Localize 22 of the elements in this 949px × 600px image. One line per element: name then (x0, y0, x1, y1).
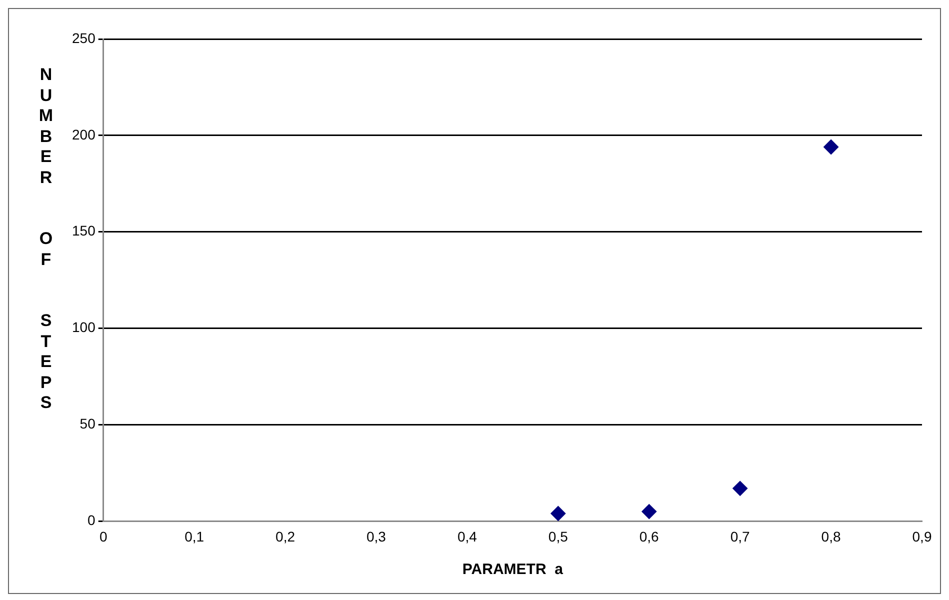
y-tick-label: 200 (72, 126, 96, 142)
point (824, 140, 839, 155)
x-tick-label: 0,5 (548, 528, 568, 544)
x-tick-label: 0,9 (912, 528, 932, 544)
x-tick-label: 0,4 (457, 528, 478, 544)
x-tick-label: 0,1 (184, 528, 204, 544)
x-tick-label: 0,6 (639, 528, 660, 544)
y-tick-label: 150 (72, 222, 96, 239)
point (550, 506, 566, 521)
x-tick-label: 0 (99, 528, 108, 544)
x-tick-label: 0,3 (366, 528, 386, 544)
point (732, 480, 748, 496)
x-axis-title: PARAMETR a (462, 561, 564, 578)
point (642, 504, 657, 520)
x-tick-label: 0,7 (730, 528, 750, 544)
x-tick-label: 0,2 (276, 528, 296, 544)
y-tick-label: 0 (88, 512, 96, 528)
y-tick-label: 250 (72, 30, 96, 46)
x-tick-label: 0,8 (821, 528, 841, 544)
y-tick-label: 50 (80, 416, 96, 432)
y-tick-label: 100 (72, 319, 96, 336)
text: NUMBER OF STEPS (38, 65, 54, 412)
